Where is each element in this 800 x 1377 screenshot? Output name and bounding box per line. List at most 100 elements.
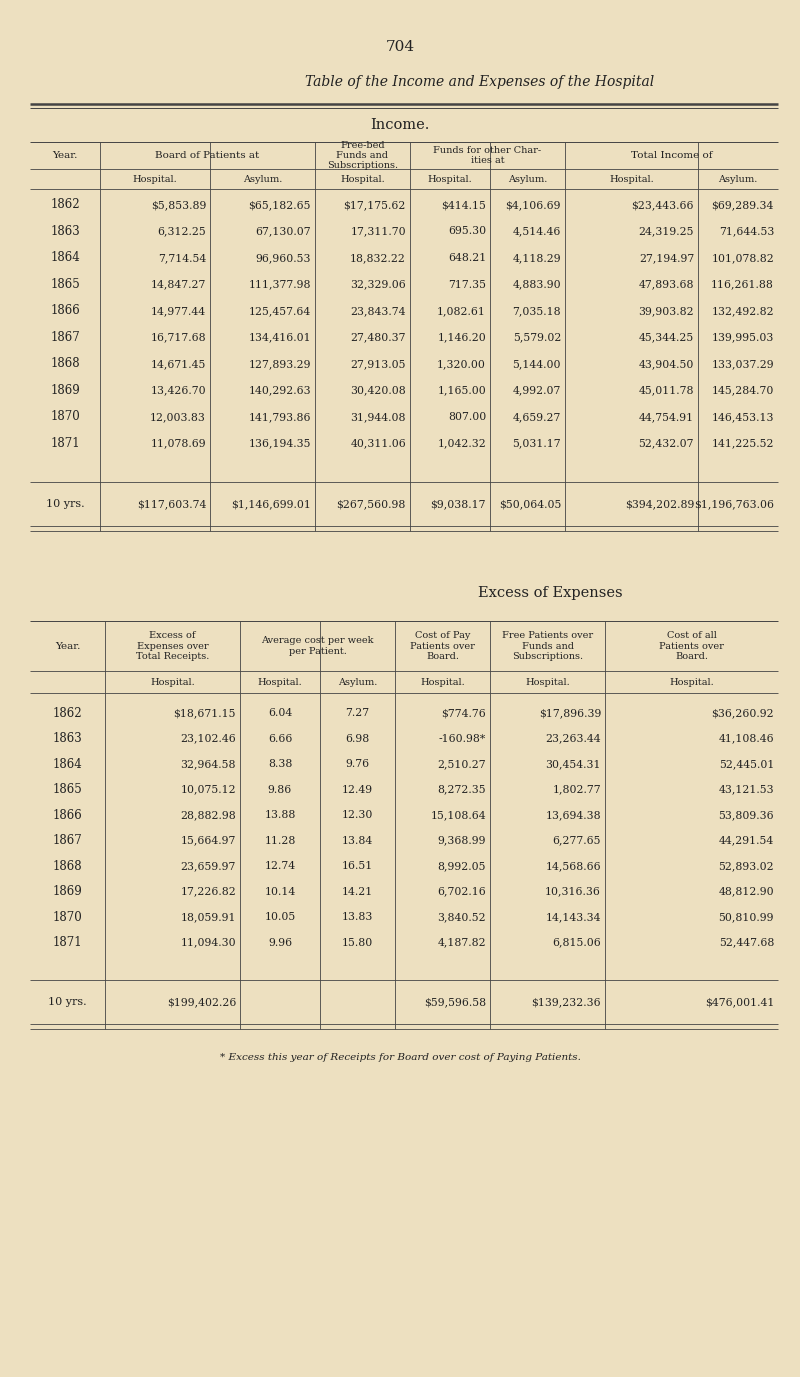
Text: 1871: 1871 [50,437,80,450]
Text: $774.76: $774.76 [442,708,486,717]
Text: Asylum.: Asylum. [338,677,377,687]
Text: 12.49: 12.49 [342,785,373,795]
Text: 111,377.98: 111,377.98 [249,280,311,289]
Text: Table of the Income and Expenses of the Hospital: Table of the Income and Expenses of the … [306,74,654,90]
Text: 7.27: 7.27 [346,708,370,717]
Text: 13.84: 13.84 [342,836,373,845]
Text: 15,664.97: 15,664.97 [181,836,236,845]
Text: 141,225.52: 141,225.52 [711,438,774,449]
Text: $394,202.89: $394,202.89 [625,498,694,509]
Text: Total Income of: Total Income of [630,151,712,160]
Text: 6.66: 6.66 [268,734,292,744]
Text: 1864: 1864 [50,252,80,264]
Text: 13,426.70: 13,426.70 [150,386,206,395]
Text: 32,329.06: 32,329.06 [350,280,406,289]
Text: 14,568.66: 14,568.66 [546,861,601,872]
Text: Hospital.: Hospital. [428,175,472,183]
Text: 136,194.35: 136,194.35 [249,438,311,449]
Text: Hospital.: Hospital. [340,175,385,183]
Text: 47,893.68: 47,893.68 [638,280,694,289]
Text: 14,977.44: 14,977.44 [151,306,206,315]
Text: $17,896.39: $17,896.39 [538,708,601,717]
Text: $5,853.89: $5,853.89 [150,200,206,211]
Text: Board of Patients at: Board of Patients at [155,151,260,160]
Text: Free Patients over
Funds and
Subscriptions.: Free Patients over Funds and Subscriptio… [502,631,593,661]
Text: Excess of
Expenses over
Total Receipts.: Excess of Expenses over Total Receipts. [136,631,209,661]
Text: Hospital.: Hospital. [669,677,714,687]
Text: 717.35: 717.35 [448,280,486,289]
Text: 134,416.01: 134,416.01 [248,332,311,343]
Text: $36,260.92: $36,260.92 [711,708,774,717]
Text: Funds for other Char-
ities at: Funds for other Char- ities at [434,146,542,165]
Text: 24,319.25: 24,319.25 [638,226,694,237]
Text: 648.21: 648.21 [448,253,486,263]
Text: 146,453.13: 146,453.13 [711,412,774,421]
Text: 32,964.58: 32,964.58 [181,759,236,768]
Text: 15.80: 15.80 [342,938,373,947]
Text: 28,882.98: 28,882.98 [180,810,236,819]
Text: 127,893.29: 127,893.29 [249,359,311,369]
Text: 1863: 1863 [50,224,80,238]
Text: $4,106.69: $4,106.69 [506,200,561,211]
Text: 1865: 1865 [50,278,80,291]
Text: $1,196,763.06: $1,196,763.06 [694,498,774,509]
Text: 1869: 1869 [50,384,80,397]
Text: Free-bed
Funds and
Subscriptions.: Free-bed Funds and Subscriptions. [327,140,398,171]
Text: 6,277.65: 6,277.65 [553,836,601,845]
Text: 13.88: 13.88 [264,810,296,819]
Text: 4,992.07: 4,992.07 [513,386,561,395]
Text: 30,454.31: 30,454.31 [546,759,601,768]
Text: 3,840.52: 3,840.52 [438,912,486,923]
Text: 40,311.06: 40,311.06 [350,438,406,449]
Text: 12.74: 12.74 [265,861,295,872]
Text: 10 yrs.: 10 yrs. [48,997,87,1007]
Text: 6,815.06: 6,815.06 [552,938,601,947]
Text: 48,812.90: 48,812.90 [718,887,774,896]
Text: $139,232.36: $139,232.36 [531,997,601,1007]
Text: Hospital.: Hospital. [133,175,178,183]
Text: Hospital.: Hospital. [420,677,465,687]
Text: 1870: 1870 [50,410,80,424]
Text: 14,143.34: 14,143.34 [546,912,601,923]
Text: 43,121.53: 43,121.53 [718,785,774,795]
Text: 27,913.05: 27,913.05 [350,359,406,369]
Text: 16,717.68: 16,717.68 [150,332,206,343]
Text: 17,311.70: 17,311.70 [350,226,406,237]
Text: 9.76: 9.76 [346,759,370,768]
Text: 6.04: 6.04 [268,708,292,717]
Text: 1865: 1865 [53,784,82,796]
Text: 116,261.88: 116,261.88 [711,280,774,289]
Text: 30,420.08: 30,420.08 [350,386,406,395]
Text: 10.14: 10.14 [264,887,296,896]
Text: 44,754.91: 44,754.91 [639,412,694,421]
Text: 1,320.00: 1,320.00 [437,359,486,369]
Text: 9.86: 9.86 [268,785,292,795]
Text: 16.51: 16.51 [342,861,373,872]
Text: 17,226.82: 17,226.82 [180,887,236,896]
Text: 45,011.78: 45,011.78 [638,386,694,395]
Text: 4,118.29: 4,118.29 [512,253,561,263]
Text: 10,075.12: 10,075.12 [180,785,236,795]
Text: 1868: 1868 [53,859,82,873]
Text: 1863: 1863 [53,733,82,745]
Text: $199,402.26: $199,402.26 [166,997,236,1007]
Text: 4,187.82: 4,187.82 [438,938,486,947]
Text: 9.96: 9.96 [268,938,292,947]
Text: 8,992.05: 8,992.05 [438,861,486,872]
Text: $18,671.15: $18,671.15 [174,708,236,717]
Text: 1,802.77: 1,802.77 [552,785,601,795]
Text: 2,510.27: 2,510.27 [438,759,486,768]
Text: 6,702.16: 6,702.16 [438,887,486,896]
Text: 13.83: 13.83 [342,912,373,923]
Text: 133,037.29: 133,037.29 [711,359,774,369]
Text: 52,445.01: 52,445.01 [718,759,774,768]
Text: 1869: 1869 [53,885,82,898]
Text: $414.15: $414.15 [441,200,486,211]
Text: 14,671.45: 14,671.45 [150,359,206,369]
Text: 4,514.46: 4,514.46 [513,226,561,237]
Text: 145,284.70: 145,284.70 [712,386,774,395]
Text: -160.98*: -160.98* [438,734,486,744]
Text: 12.30: 12.30 [342,810,373,819]
Text: Average cost per week
per Patient.: Average cost per week per Patient. [262,636,374,655]
Text: 14.21: 14.21 [342,887,373,896]
